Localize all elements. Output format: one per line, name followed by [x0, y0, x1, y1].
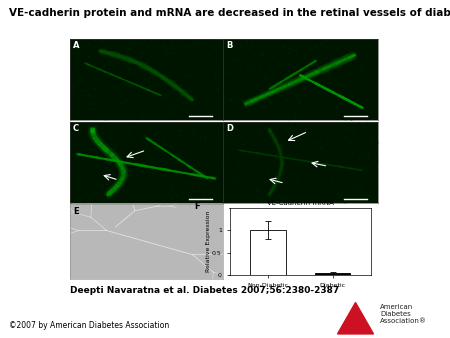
- Text: C: C: [73, 124, 79, 133]
- Text: American
Diabetes
Association®: American Diabetes Association®: [380, 304, 427, 324]
- Text: VE-cadherin protein and mRNA are decreased in the retinal vessels of diabetic ra: VE-cadherin protein and mRNA are decreas…: [9, 8, 450, 19]
- Bar: [315, 273, 350, 275]
- Text: Deepti Navaratna et al. Diabetes 2007;56:2380-2387: Deepti Navaratna et al. Diabetes 2007;56…: [70, 286, 339, 295]
- Text: A: A: [73, 41, 79, 50]
- Polygon shape: [338, 303, 374, 334]
- Text: F: F: [194, 202, 200, 212]
- Text: D: D: [226, 124, 233, 133]
- Bar: [251, 231, 286, 275]
- Title: VE-Cadherin mRNA: VE-Cadherin mRNA: [267, 200, 334, 206]
- Text: B: B: [226, 41, 232, 50]
- Text: E: E: [73, 207, 78, 216]
- Y-axis label: Relative Expression: Relative Expression: [206, 211, 211, 272]
- Text: ©2007 by American Diabetes Association: ©2007 by American Diabetes Association: [9, 320, 169, 330]
